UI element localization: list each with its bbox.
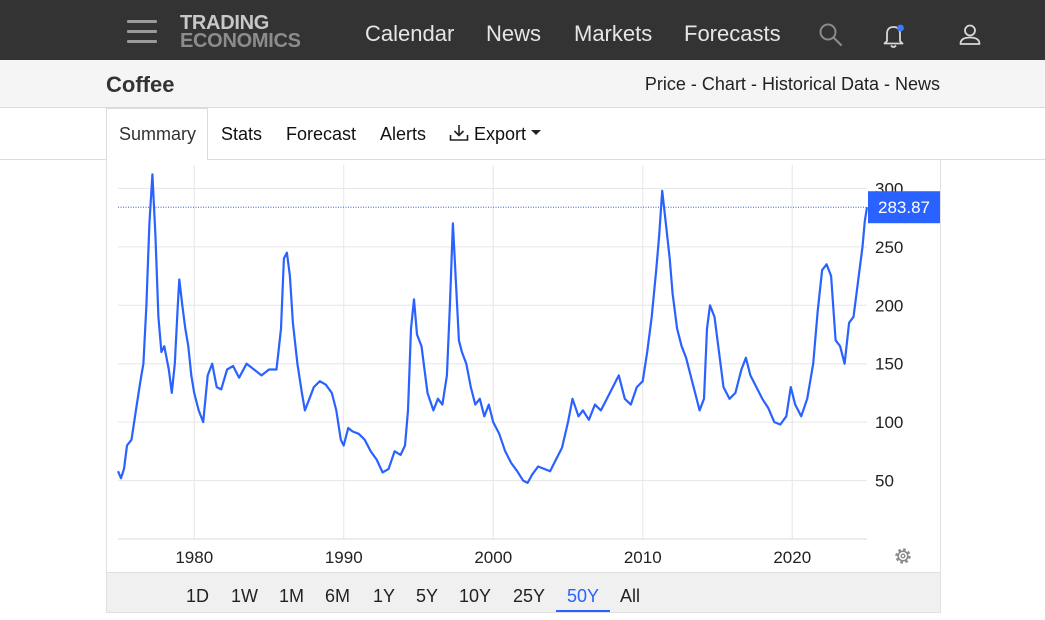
export-label: Export [474, 124, 527, 144]
y-tick-label: 200 [875, 296, 903, 315]
range-1m[interactable]: 1M [279, 586, 305, 606]
range-all[interactable]: All [620, 586, 641, 606]
range-selector [106, 572, 941, 613]
tab-alerts[interactable]: Alerts [380, 124, 427, 144]
search-icon[interactable] [818, 22, 844, 48]
range-1y[interactable]: 1Y [373, 586, 396, 606]
tab-active-frame [106, 108, 208, 160]
range-1w[interactable]: 1W [231, 586, 258, 606]
bell-icon[interactable] [881, 22, 907, 50]
range-25y[interactable]: 25Y [513, 586, 546, 606]
nav-calendar[interactable]: Calendar [365, 21, 455, 46]
chart-container [106, 160, 941, 612]
tab-stats[interactable]: Stats [221, 124, 263, 144]
trading-economics-logo[interactable]: TRADING ECONOMICS [180, 12, 301, 52]
page-header: Coffee Price - Chart - Historical Data -… [0, 60, 1045, 108]
y-tick-label: 50 [875, 472, 894, 491]
tab-forecast[interactable]: Forecast [286, 124, 357, 144]
range-5y[interactable]: 5Y [416, 586, 439, 606]
x-tick-label: 2020 [773, 548, 811, 567]
price-series-line [116, 173, 869, 484]
nav-news[interactable]: News [486, 21, 542, 46]
x-tick-label: 2010 [624, 548, 662, 567]
range-6m[interactable]: 6M [325, 586, 351, 606]
active-range-indicator [556, 610, 610, 612]
caret-down-icon [531, 130, 542, 135]
chart-grid [118, 165, 867, 540]
link-chart[interactable]: Chart [701, 74, 746, 94]
y-tick-label: 150 [875, 355, 903, 374]
link-news[interactable]: News [894, 74, 940, 94]
y-tick-label: 100 [875, 413, 903, 432]
settings-icon[interactable] [895, 548, 911, 564]
link-separator: - [878, 74, 895, 94]
tab-divider [0, 159, 1045, 160]
top-navigation-bar: TRADING ECONOMICS Calendar News Markets … [0, 0, 1045, 60]
nav-forecasts[interactable]: Forecasts [684, 21, 781, 46]
export-dropdown[interactable]: Export [449, 124, 542, 145]
download-icon [449, 125, 469, 141]
page-links: Price - Chart - Historical Data - News [645, 74, 940, 95]
nav-markets[interactable]: Markets [574, 21, 653, 46]
logo-line-1: TRADING [180, 12, 270, 34]
x-axis-ticks: 1980 1990 2000 2010 2020 [175, 548, 811, 567]
user-icon[interactable] [957, 22, 983, 48]
y-tick-label: 250 [875, 238, 903, 257]
link-separator: - [745, 74, 762, 94]
range-10y[interactable]: 10Y [459, 586, 492, 606]
link-historical-data[interactable]: Historical Data [761, 74, 879, 94]
logo-line-2: ECONOMICS [180, 30, 301, 52]
x-tick-label: 1980 [175, 548, 213, 567]
x-tick-label: 1990 [325, 548, 363, 567]
link-price[interactable]: Price [644, 74, 686, 94]
x-tick-label: 2000 [474, 548, 512, 567]
last-price-tag [868, 191, 940, 224]
link-separator: - [685, 74, 702, 94]
menu-icon[interactable] [127, 20, 157, 44]
range-1d[interactable]: 1D [186, 586, 210, 606]
last-price-label: 283.87 [878, 198, 930, 217]
tab-summary[interactable]: Summary [119, 124, 197, 144]
range-50y[interactable]: 50Y [567, 586, 600, 606]
page-title: Coffee [106, 72, 175, 97]
